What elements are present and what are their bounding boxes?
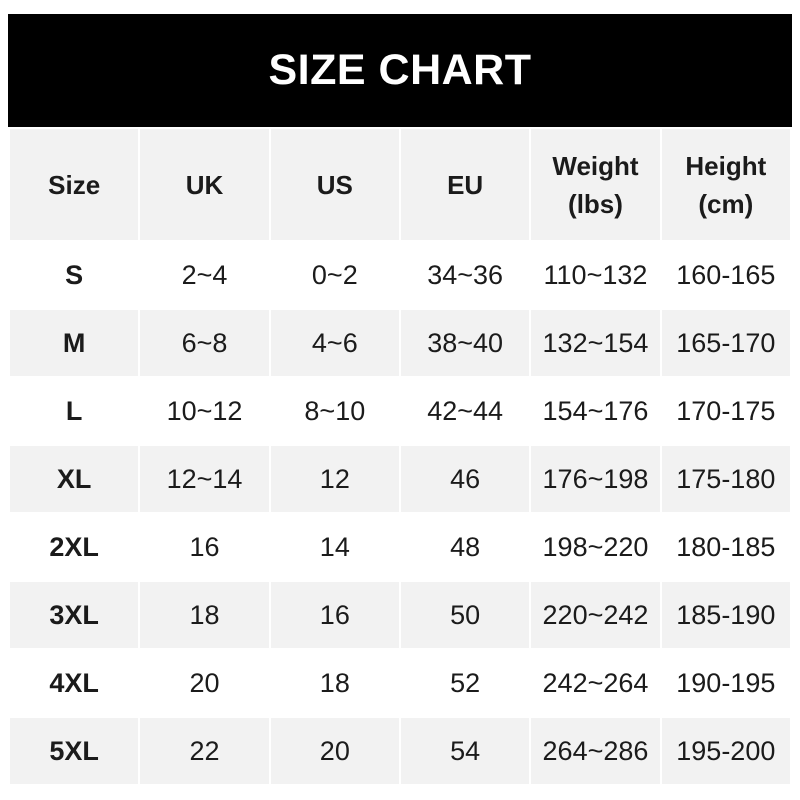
table-cell: 10~12 <box>138 376 271 446</box>
table-cell: 132~154 <box>529 308 662 378</box>
table-cell: 54 <box>398 716 532 786</box>
table-row: M 6~8 4~6 38~40 132~154 165-170 <box>7 308 793 378</box>
table-cell: 14 <box>268 512 401 582</box>
size-cell: M <box>7 308 141 378</box>
size-chart-title: SIZE CHART <box>8 14 792 127</box>
table-cell: 16 <box>268 580 401 650</box>
table-row: XL 12~14 12 46 176~198 175-180 <box>7 444 793 514</box>
size-cell: 2XL <box>7 512 141 582</box>
column-header-line: (lbs) <box>568 188 623 219</box>
table-cell: 2~4 <box>138 240 271 310</box>
column-header-line: Size <box>48 169 101 200</box>
table-cell: 34~36 <box>398 240 532 310</box>
table-cell: 48 <box>398 512 532 582</box>
table-cell: 42~44 <box>398 376 532 446</box>
table-cell: 52 <box>398 648 532 718</box>
table-cell: 22 <box>138 716 271 786</box>
table-cell: 160-165 <box>659 240 793 310</box>
column-header: UK <box>138 127 271 242</box>
size-cell: XL <box>7 444 141 514</box>
table-cell: 220~242 <box>529 580 662 650</box>
size-cell: 3XL <box>7 580 141 650</box>
size-cell: 4XL <box>7 648 141 718</box>
table-row: 2XL 16 14 48 198~220 180-185 <box>7 512 793 582</box>
table-cell: 242~264 <box>529 648 662 718</box>
table-row: 3XL 18 16 50 220~242 185-190 <box>7 580 793 650</box>
table-row: 5XL 22 20 54 264~286 195-200 <box>7 716 793 786</box>
column-header-line: EU <box>447 169 484 200</box>
table-cell: 20 <box>268 716 401 786</box>
table-cell: 170-175 <box>659 376 793 446</box>
table-cell: 175-180 <box>659 444 793 514</box>
table-cell: 180-185 <box>659 512 793 582</box>
size-cell: S <box>7 240 141 310</box>
table-cell: 46 <box>398 444 532 514</box>
table-cell: 185-190 <box>659 580 793 650</box>
table-row: L 10~12 8~10 42~44 154~176 170-175 <box>7 376 793 446</box>
table-cell: 8~10 <box>268 376 401 446</box>
table-cell: 198~220 <box>529 512 662 582</box>
table-cell: 176~198 <box>529 444 662 514</box>
table-cell: 264~286 <box>529 716 662 786</box>
table-cell: 16 <box>138 512 271 582</box>
column-header: EU <box>398 127 532 242</box>
table-cell: 20 <box>138 648 271 718</box>
size-cell: 5XL <box>7 716 141 786</box>
table-cell: 4~6 <box>268 308 401 378</box>
column-header-line: Height <box>685 150 767 181</box>
table-row: S 2~4 0~2 34~36 110~132 160-165 <box>7 240 793 310</box>
table-cell: 154~176 <box>529 376 662 446</box>
table-cell: 190-195 <box>659 648 793 718</box>
table-cell: 18 <box>268 648 401 718</box>
table-cell: 165-170 <box>659 308 793 378</box>
size-chart-table: Size UK US EU Weight (lbs) Height (cm) S 2~4 0~2 3… <box>7 127 793 786</box>
column-header-line: (cm) <box>698 188 754 219</box>
table-cell: 12 <box>268 444 401 514</box>
table-cell: 110~132 <box>529 240 662 310</box>
table-cell: 195-200 <box>659 716 793 786</box>
column-header: US <box>268 127 401 242</box>
table-cell: 18 <box>138 580 271 650</box>
table-cell: 12~14 <box>138 444 271 514</box>
size-cell: L <box>7 376 141 446</box>
column-header: Weight (lbs) <box>529 127 662 242</box>
column-header-line: US <box>316 169 353 200</box>
table-cell: 0~2 <box>268 240 401 310</box>
column-header: Size <box>7 127 141 242</box>
table-cell: 38~40 <box>398 308 532 378</box>
column-header-line: Weight <box>552 150 639 181</box>
header-row: Size UK US EU Weight (lbs) Height (cm) <box>7 127 793 242</box>
table-row: 4XL 20 18 52 242~264 190-195 <box>7 648 793 718</box>
table-cell: 6~8 <box>138 308 271 378</box>
column-header: Height (cm) <box>659 127 793 242</box>
table-cell: 50 <box>398 580 532 650</box>
column-header-line: UK <box>185 169 224 200</box>
